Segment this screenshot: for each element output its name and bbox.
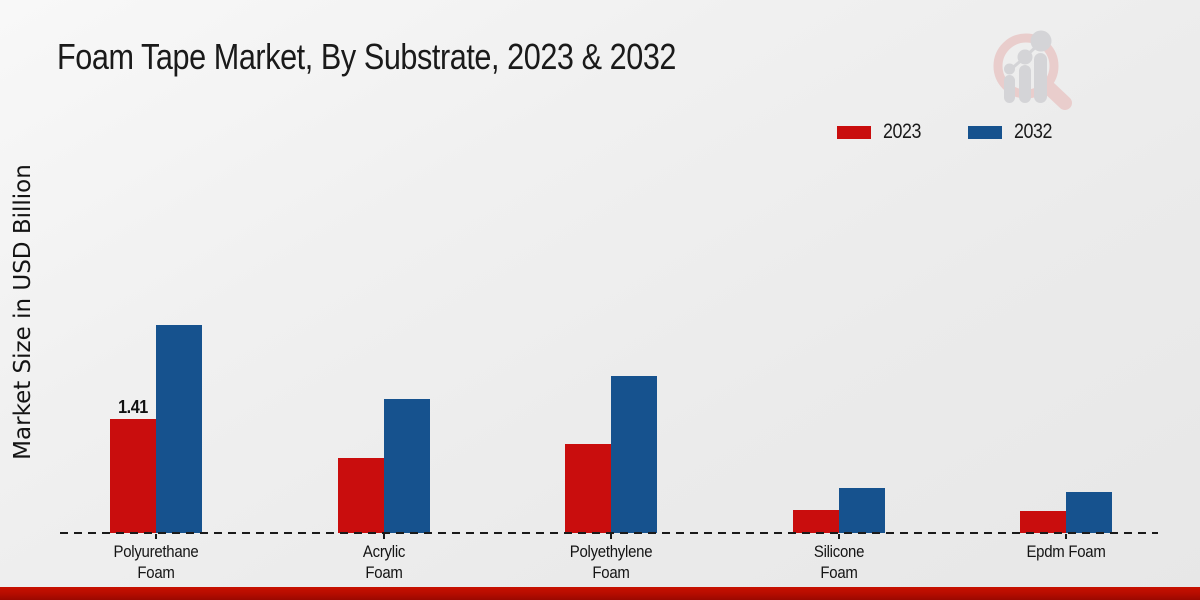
legend-label: 2032 <box>1013 120 1052 143</box>
x-axis-tick <box>1065 534 1067 539</box>
footer-red-band <box>0 587 1200 600</box>
x-axis-category-label: Acrylic Foam <box>362 542 405 582</box>
bar-2023-epdm-foam <box>1020 511 1066 533</box>
legend: 2023 2032 <box>837 120 1058 144</box>
x-axis-tick <box>382 534 385 539</box>
legend-swatch-icon <box>967 125 1002 139</box>
bar-2032-silicone-foam <box>838 488 885 533</box>
legend-item-2023: 2023 <box>837 120 928 144</box>
legend-swatch-icon <box>837 125 871 139</box>
x-axis-tick <box>610 534 612 539</box>
bar-value-label: 1.41 <box>118 397 148 417</box>
market-research-logo-watermark-icon <box>993 30 1072 110</box>
legend-item-2032: 2032 <box>967 120 1059 144</box>
legend-label: 2023 <box>883 120 922 143</box>
x-axis-tick <box>155 534 157 539</box>
bar-2023-polyethylene-foam <box>565 444 611 533</box>
bar-2032-acrylic-foam <box>383 399 430 533</box>
x-axis-category-label: Polyurethane Foam <box>113 542 199 582</box>
bar-2032-polyurethane-foam <box>156 325 202 533</box>
x-axis-dashed-baseline <box>60 532 1158 534</box>
x-axis-category-label: Epdm Foam <box>1026 542 1106 561</box>
x-axis-category-label: Polyethylene Foam <box>569 542 653 582</box>
y-axis-label: Market Size in USD Billion <box>10 164 36 460</box>
bar-2023-acrylic-foam <box>337 458 384 533</box>
bar-2023-polyurethane-foam <box>110 419 156 533</box>
bar-2032-epdm-foam <box>1066 492 1112 533</box>
x-axis-tick <box>837 534 840 539</box>
bar-2023-silicone-foam <box>792 510 839 533</box>
bar-2032-polyethylene-foam <box>611 376 657 533</box>
page-title: Foam Tape Market, By Substrate, 2023 & 2… <box>57 36 677 77</box>
x-axis-category-label: Silicone Foam <box>813 542 864 582</box>
